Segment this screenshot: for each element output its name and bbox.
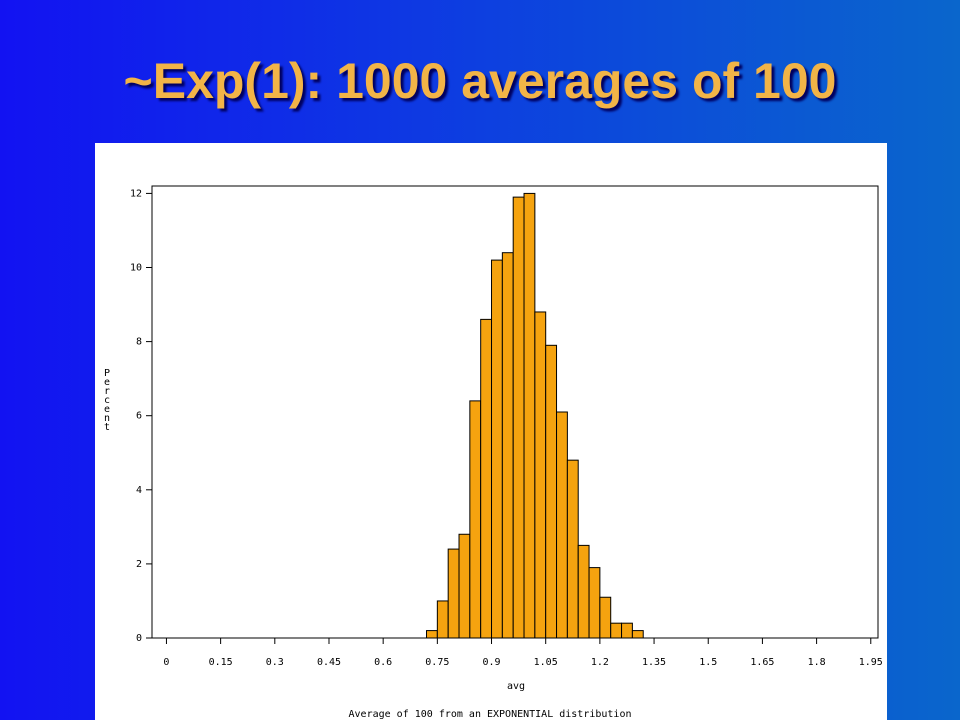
caption: Average of 100 from an EXPONENTIAL distr… — [349, 709, 632, 720]
y-tick-label: 0 — [136, 633, 142, 644]
x-tick-label: 1.35 — [642, 657, 666, 668]
y-tick-label: 12 — [130, 188, 142, 199]
x-tick-label: 0.15 — [209, 657, 233, 668]
bar — [436, 600, 449, 639]
x-tick-label: 0.9 — [482, 657, 500, 668]
bar — [621, 622, 633, 639]
bar — [512, 196, 525, 639]
bar — [501, 252, 514, 639]
x-tick-label: 1.8 — [808, 657, 826, 668]
x-tick-label: 1.5 — [699, 657, 717, 668]
bar — [631, 630, 644, 639]
bar — [566, 459, 579, 639]
y-tick-label: 4 — [136, 485, 142, 496]
bar — [534, 311, 547, 639]
bar — [577, 544, 590, 639]
bar — [491, 259, 503, 639]
bar — [469, 400, 482, 639]
y-tick-label: 10 — [130, 263, 142, 274]
bar — [447, 548, 460, 639]
bar — [480, 318, 493, 639]
y-tick-label: 2 — [136, 559, 142, 570]
x-axis-label: avg — [507, 681, 525, 692]
bar — [458, 533, 471, 639]
x-tick-label: 0.45 — [317, 657, 341, 668]
bar — [523, 192, 536, 639]
x-tick-label: 1.05 — [534, 657, 558, 668]
bar — [610, 622, 623, 639]
y-tick-label: 8 — [136, 337, 142, 348]
x-tick-label: 0.75 — [425, 657, 449, 668]
slide-title: ~Exp(1): 1000 averages of 100 — [123, 53, 837, 109]
bar — [556, 411, 568, 639]
bar — [426, 630, 438, 639]
x-tick-label: 1.2 — [591, 657, 609, 668]
x-tick-label: 1.95 — [859, 657, 883, 668]
bar — [599, 596, 612, 639]
bar — [588, 567, 601, 639]
x-tick-label: 0.6 — [374, 657, 392, 668]
y-axis-label: Percent — [102, 368, 113, 431]
x-tick-label: 0.3 — [266, 657, 284, 668]
bar — [545, 344, 558, 639]
x-tick-label: 0 — [163, 657, 169, 668]
y-tick-label: 6 — [136, 411, 142, 422]
x-tick-label: 1.65 — [750, 657, 774, 668]
